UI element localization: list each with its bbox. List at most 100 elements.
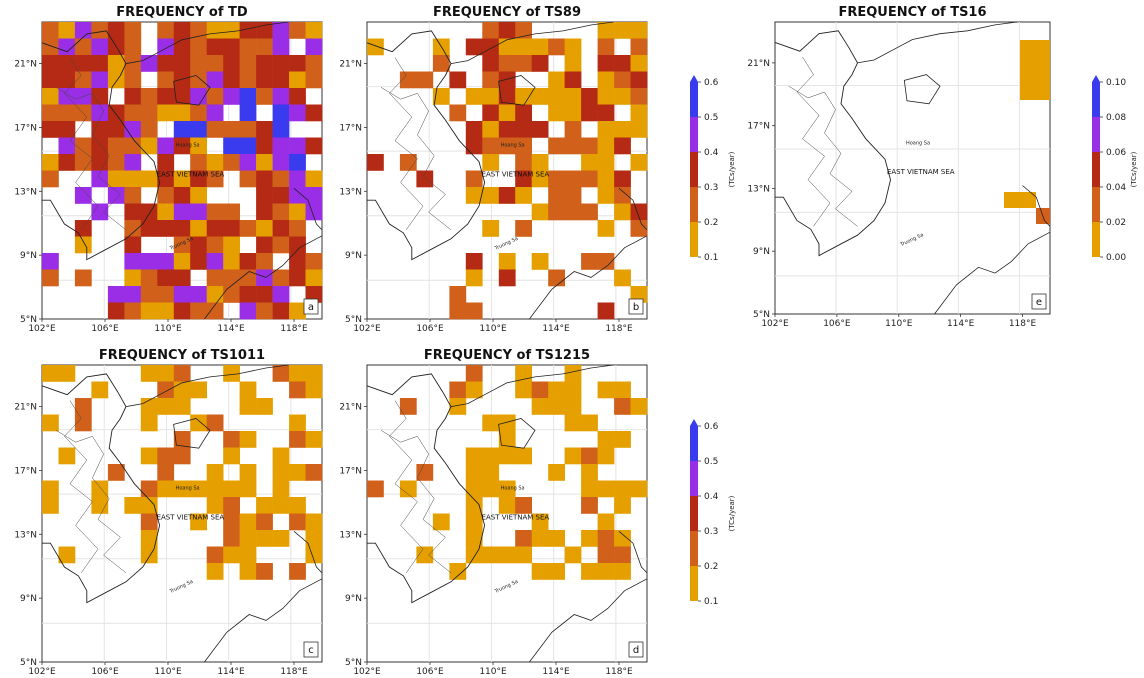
frequency-cell [124, 22, 141, 39]
frequency-cell [75, 220, 92, 237]
colorbar-segment [690, 222, 698, 257]
frequency-cell [581, 88, 598, 105]
frequency-cell [240, 138, 257, 155]
frequency-cell [598, 121, 615, 138]
frequency-cell [466, 121, 483, 138]
frequency-cell [548, 171, 565, 188]
frequency-cell [548, 464, 565, 481]
frequency-cell [174, 448, 191, 465]
colorbar-tick-label: 0.2 [704, 562, 718, 572]
lon-tick-label: 114°E [542, 324, 570, 334]
frequency-cell [515, 547, 532, 564]
frequency-cell [482, 481, 499, 498]
frequency-cell [240, 39, 257, 56]
frequency-cell [515, 55, 532, 72]
frequency-cell [289, 187, 306, 204]
frequency-cell [91, 39, 108, 56]
frequency-cell [482, 464, 499, 481]
frequency-cell [124, 497, 141, 514]
frequency-cell [581, 497, 598, 514]
frequency-cell [289, 105, 306, 122]
frequency-cell [532, 88, 549, 105]
frequency-cell [614, 22, 631, 39]
frequency-cell [289, 464, 306, 481]
frequency-cell [157, 22, 174, 39]
lat-tick-label: 13°N [747, 184, 770, 194]
colorbar-cb1: 0.60.50.40.30.20.1(TCs/year) [690, 75, 736, 263]
frequency-cell [499, 105, 516, 122]
frequency-cell [190, 72, 207, 89]
frequency-cell [548, 88, 565, 105]
frequency-cell [141, 303, 158, 320]
sea-label: EAST VIETNAM SEA [157, 513, 225, 521]
lon-tick-label: 110°E [885, 319, 913, 329]
frequency-cell [190, 105, 207, 122]
frequency-cell [207, 55, 224, 72]
frequency-cell [256, 39, 273, 56]
colorbar-tick-label: 0.1 [704, 253, 718, 263]
frequency-cell [240, 171, 257, 188]
frequency-cell [42, 55, 59, 72]
frequency-cell [174, 398, 191, 415]
frequency-cell [499, 253, 516, 270]
frequency-cell [190, 187, 207, 204]
frequency-cell [223, 204, 240, 221]
frequency-cell [306, 171, 323, 188]
frequency-cell [223, 547, 240, 564]
frequency-cell [631, 481, 648, 498]
map-panel-c: FREQUENCY of TS1011EAST VIETNAM SEAHoang… [14, 348, 322, 677]
frequency-cell [59, 55, 76, 72]
lat-tick-label: 21°N [339, 60, 362, 70]
frequency-cell [532, 55, 549, 72]
colorbar-tick-label: 0.1 [704, 597, 718, 607]
frequency-cell [240, 220, 257, 237]
frequency-cell [174, 270, 191, 287]
frequency-cell [157, 72, 174, 89]
frequency-cell [124, 204, 141, 221]
frequency-cell [548, 105, 565, 122]
frequency-cell [42, 253, 59, 270]
frequency-cell [614, 187, 631, 204]
lat-tick-label: 9°N [753, 247, 770, 257]
frequency-cell [482, 220, 499, 237]
frequency-cell [449, 382, 466, 399]
frequency-cell [42, 497, 59, 514]
frequency-cell [466, 171, 483, 188]
frequency-cell [306, 105, 323, 122]
colorbar-extend-arrow [690, 75, 698, 82]
frequency-cell [223, 138, 240, 155]
frequency-cell [631, 220, 648, 237]
frequency-cell [240, 253, 257, 270]
frequency-cell [598, 220, 615, 237]
frequency-cell [631, 39, 648, 56]
frequency-cell [532, 563, 549, 580]
frequency-cell [240, 286, 257, 303]
frequency-cell [240, 105, 257, 122]
frequency-cell [124, 154, 141, 171]
frequency-cell [631, 105, 648, 122]
frequency-cell [1020, 40, 1050, 100]
frequency-cell [515, 105, 532, 122]
frequency-cell [124, 303, 141, 320]
hoang-sa-label: Hoang Sa [906, 141, 930, 147]
frequency-cell [515, 121, 532, 138]
frequency-cell [515, 497, 532, 514]
colorbar-segment [690, 426, 698, 461]
frequency-cell [174, 187, 191, 204]
frequency-cell [157, 55, 174, 72]
frequency-cell [273, 220, 290, 237]
lon-tick-label: 114°E [217, 667, 245, 677]
frequency-cell [273, 121, 290, 138]
frequency-cell [207, 121, 224, 138]
colorbar-segment [1092, 152, 1100, 187]
frequency-cell [614, 72, 631, 89]
frequency-cell [157, 253, 174, 270]
frequency-cell [223, 22, 240, 39]
frequency-cell [207, 547, 224, 564]
frequency-cell [598, 72, 615, 89]
frequency-cell [548, 382, 565, 399]
frequency-cell [223, 237, 240, 254]
lat-tick-label: 9°N [345, 594, 362, 604]
